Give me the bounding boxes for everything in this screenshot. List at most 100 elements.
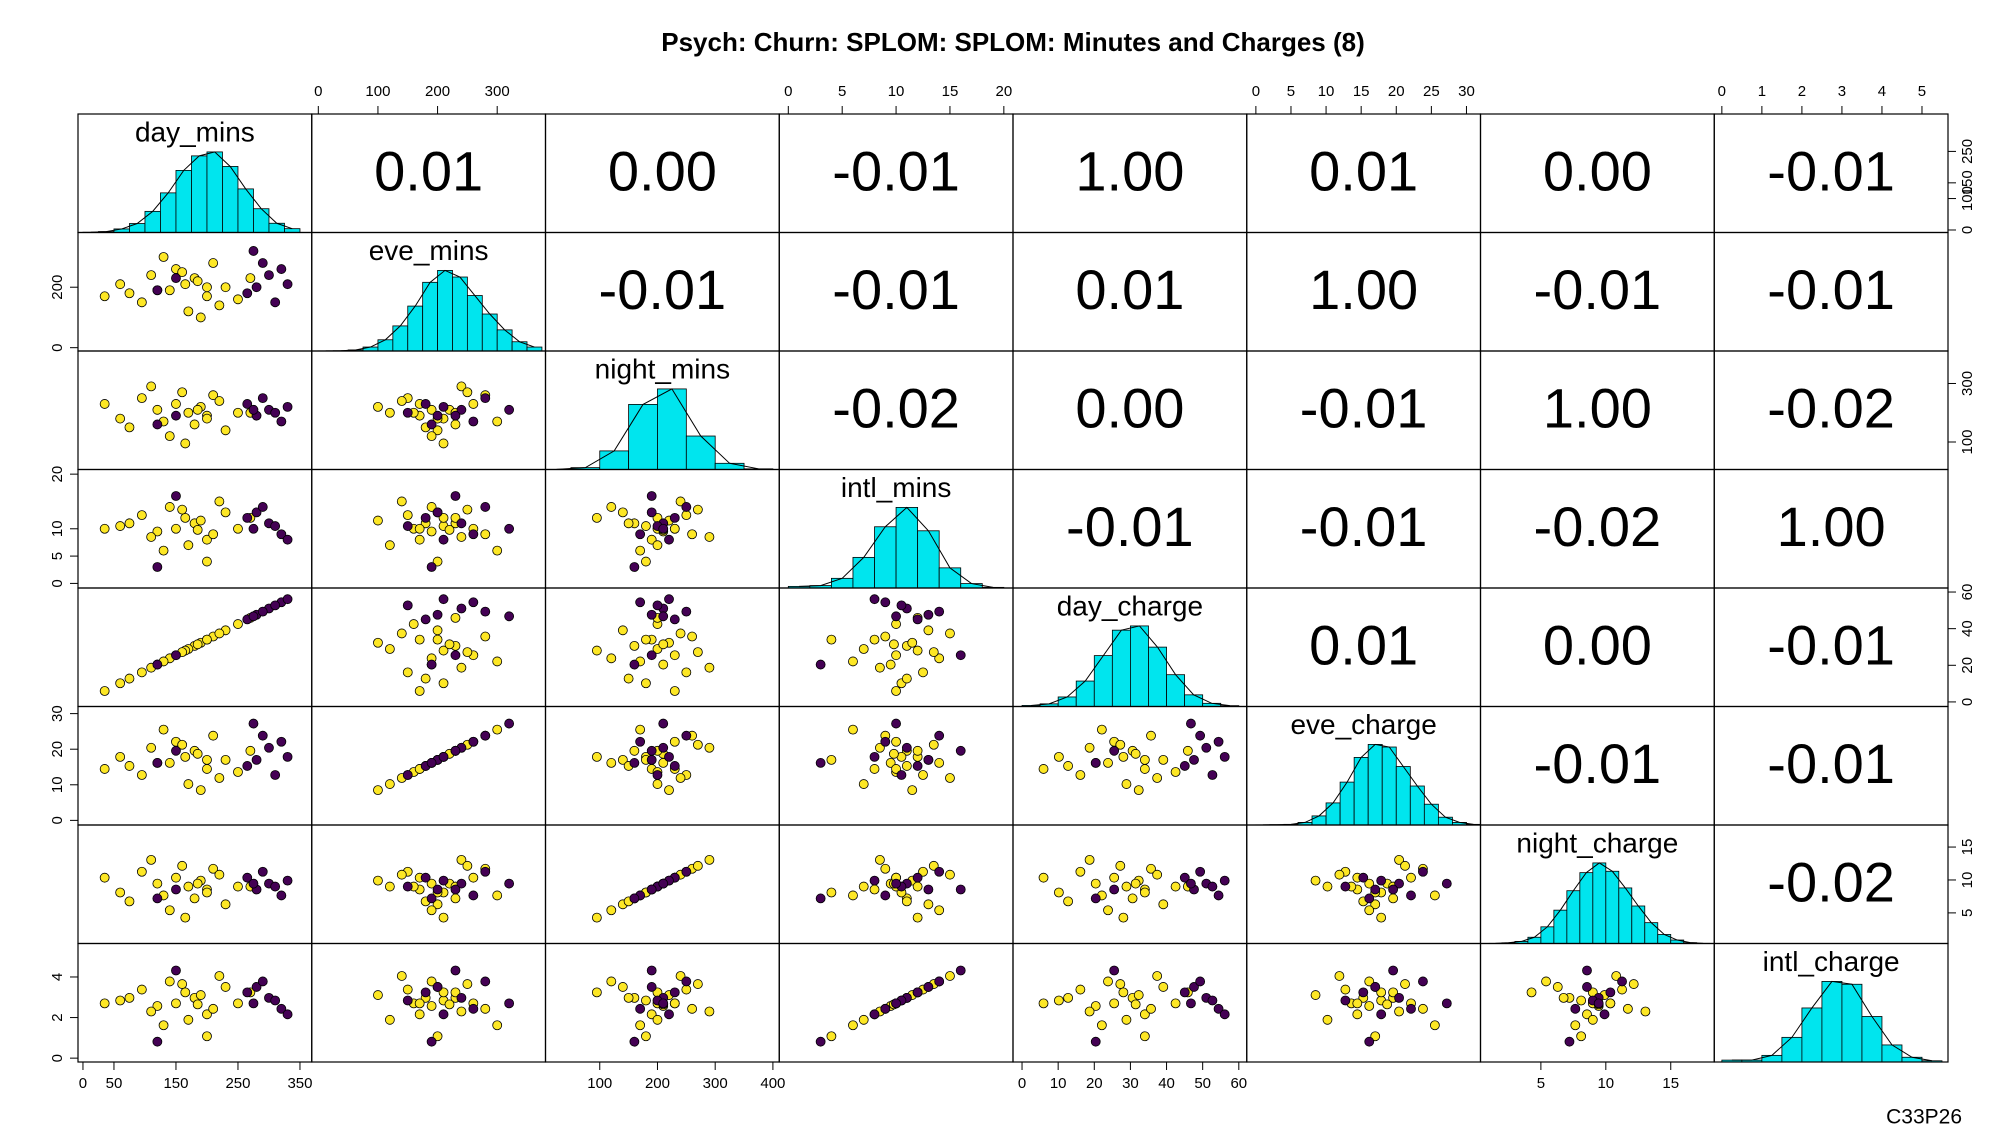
- scatter-point: [885, 758, 896, 768]
- scatter-point: [171, 965, 181, 976]
- scatter-point: [202, 754, 212, 765]
- scatter-point: [124, 992, 135, 1003]
- scatter-point: [468, 529, 479, 540]
- scatter-point: [248, 878, 259, 889]
- scatter-point: [468, 890, 479, 901]
- scatter-point: [1394, 854, 1404, 865]
- scatter-point: [1640, 1006, 1651, 1017]
- scatter-point: [402, 521, 413, 531]
- scatter-point: [152, 878, 163, 889]
- scatter-point: [462, 647, 473, 658]
- scatter-point: [264, 270, 274, 281]
- scatter-point: [658, 523, 669, 534]
- scatter-point: [432, 410, 443, 421]
- scatter-point: [880, 631, 891, 642]
- y-tick-label: 200: [49, 275, 66, 300]
- scatter-point: [208, 1003, 219, 1014]
- scatter-point: [1526, 987, 1537, 998]
- x-tick-label: 3: [1838, 83, 1846, 100]
- scatter-point: [934, 905, 945, 916]
- scatter-point: [1364, 878, 1375, 889]
- scatter-point: [1195, 866, 1206, 877]
- x-tick-label: 60: [1230, 1075, 1247, 1092]
- scatter-point: [923, 609, 934, 620]
- histogram-bar: [1381, 746, 1397, 826]
- scatter-point: [177, 979, 188, 989]
- scatter-point: [257, 976, 268, 987]
- scatter-point: [1213, 1003, 1224, 1014]
- y-tick-label: 0: [49, 1054, 66, 1062]
- histogram-bar: [685, 435, 716, 470]
- scatter-point: [450, 491, 461, 501]
- scatter-point: [115, 995, 126, 1006]
- scatter-point: [629, 758, 640, 768]
- x-tick-label: 5: [1537, 1075, 1545, 1092]
- scatter-point: [896, 770, 907, 780]
- scatter-point: [641, 678, 651, 689]
- histogram-bar: [191, 155, 208, 233]
- x-tick-label: 0: [1718, 83, 1726, 100]
- scatter-point: [1179, 761, 1190, 771]
- scatter-point: [934, 866, 945, 877]
- scatter-point: [1182, 745, 1193, 756]
- scatter-point: [858, 644, 869, 654]
- histogram-bar: [1057, 696, 1077, 707]
- scatter-point: [492, 656, 503, 667]
- scatter-point: [152, 659, 163, 670]
- scatter-point: [912, 761, 923, 771]
- scatter-point: [270, 881, 281, 892]
- y-tick-label: 0: [1959, 698, 1976, 706]
- histogram-bar: [1801, 1007, 1823, 1063]
- scatter-point: [1063, 992, 1073, 1003]
- scatter-point: [1352, 998, 1363, 1009]
- y-tick-label: 20: [49, 466, 66, 483]
- scatter-point: [171, 998, 181, 1009]
- scatter-point: [251, 982, 262, 992]
- scatter-point: [1219, 751, 1230, 762]
- scatter-point: [414, 1009, 425, 1020]
- scatter-point: [202, 291, 212, 302]
- y-tick-label: 0: [49, 816, 66, 824]
- scatter-point: [891, 736, 901, 747]
- x-tick-label: 2: [1798, 83, 1806, 100]
- scatter-point: [248, 523, 259, 534]
- scatter-point: [180, 751, 191, 762]
- scatter-point: [1400, 979, 1410, 989]
- scatter-point: [928, 739, 939, 750]
- scatter-point: [1130, 999, 1141, 1010]
- scatter-point: [426, 1001, 437, 1011]
- scatter-point: [282, 401, 293, 412]
- scatter-point: [396, 869, 407, 880]
- x-tick-label: 1: [1758, 83, 1766, 100]
- scatter-point: [456, 878, 467, 889]
- scatter-point: [606, 976, 617, 987]
- scatter-point: [164, 431, 175, 442]
- scatter-point: [456, 992, 467, 1003]
- correlation-label: -0.02: [832, 376, 960, 439]
- scatter-point: [617, 982, 628, 992]
- scatter-point: [1219, 1009, 1230, 1020]
- x-tick-label: 25: [1423, 83, 1440, 100]
- scatter-point: [202, 1031, 212, 1042]
- scatter-point: [1084, 1006, 1095, 1017]
- scatter-point: [1146, 863, 1156, 874]
- histogram-bar: [496, 329, 513, 352]
- scatter-point: [270, 407, 281, 418]
- scatter-point: [220, 507, 231, 518]
- scatter-point: [183, 540, 194, 551]
- scatter-point: [646, 650, 657, 661]
- x-tick-label: 30: [1458, 83, 1475, 100]
- scatter-point: [629, 640, 640, 651]
- scatter-point: [687, 1003, 697, 1014]
- scatter-point: [891, 650, 901, 661]
- scatter-point: [704, 532, 715, 542]
- scatter-point: [858, 1014, 869, 1025]
- scatter-point: [664, 1009, 674, 1020]
- scatter-point: [468, 872, 479, 883]
- x-tick-label: 300: [703, 1075, 728, 1092]
- histogram-bar: [377, 339, 394, 352]
- scatter-point: [1075, 770, 1086, 780]
- scatter-point: [189, 419, 200, 430]
- density-line: [1482, 862, 1704, 944]
- scatter-point: [928, 647, 939, 658]
